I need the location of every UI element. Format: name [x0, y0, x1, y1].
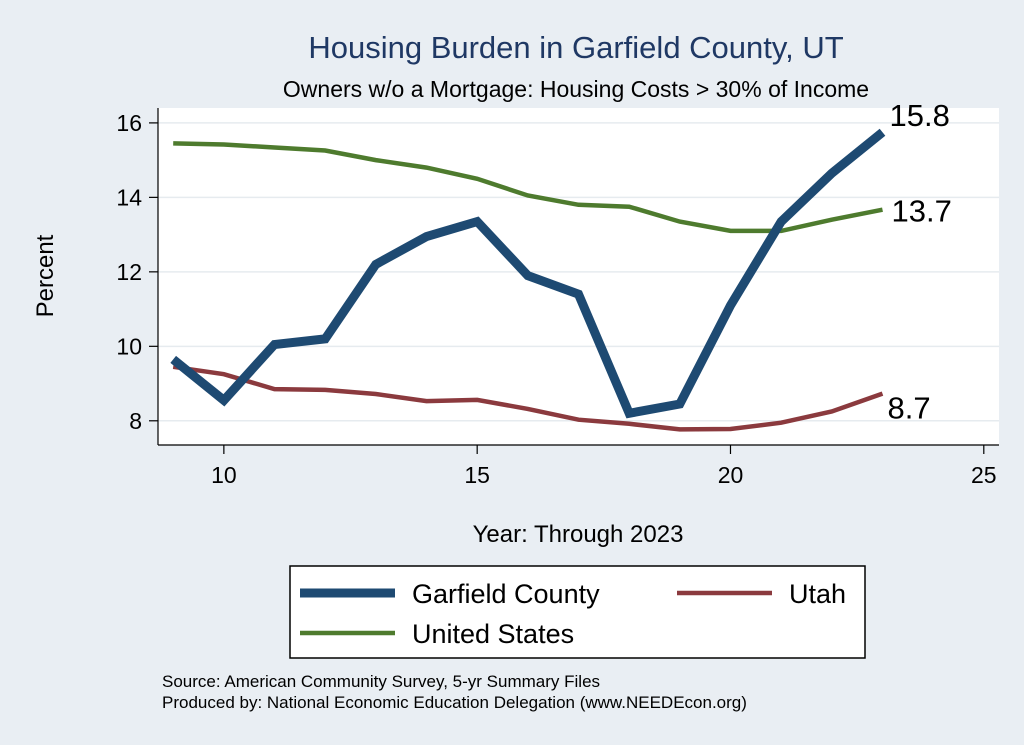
y-tick-label: 10	[116, 333, 142, 359]
x-tick-label: 25	[971, 462, 997, 488]
source-note: Source: American Community Survey, 5-yr …	[162, 672, 600, 691]
y-tick-label: 12	[116, 259, 142, 285]
axes	[157, 108, 999, 446]
y-axis-ticks: 8 10 12 14 16	[116, 110, 158, 434]
y-tick-label: 16	[116, 110, 142, 136]
series-line-united-states	[173, 141, 883, 234]
chart-subtitle: Owners w/o a Mortgage: Housing Costs > 3…	[283, 76, 869, 102]
end-labels: 15.8 8.7 13.7	[887, 98, 951, 425]
y-tick-label: 14	[116, 184, 142, 210]
x-tick-label: 10	[211, 462, 237, 488]
y-tick-label: 8	[129, 408, 142, 434]
plot-area	[158, 108, 999, 445]
legend-label-utah: Utah	[789, 579, 846, 609]
end-label-garfield-county: 15.8	[889, 98, 949, 133]
legend-label-united-states: United States	[412, 619, 574, 649]
chart-title: Housing Burden in Garfield County, UT	[308, 30, 843, 65]
produced-by-note: Produced by: National Economic Education…	[162, 693, 747, 712]
end-label-utah: 8.7	[887, 391, 930, 426]
series-lines	[170, 128, 886, 432]
series-line-garfield-county	[170, 128, 886, 419]
x-tick-label: 15	[464, 462, 490, 488]
x-tick-label: 20	[718, 462, 744, 488]
legend-label-garfield-county: Garfield County	[412, 579, 600, 609]
y-axis-label: Percent	[32, 234, 59, 317]
x-axis-ticks: 10 15 20 25	[211, 445, 997, 488]
x-axis-label: Year: Through 2023	[473, 521, 684, 548]
legend-box	[289, 565, 866, 659]
legend: Garfield County Utah United States	[300, 579, 846, 649]
end-label-united-states: 13.7	[891, 194, 951, 229]
series-line-utah	[172, 364, 884, 432]
